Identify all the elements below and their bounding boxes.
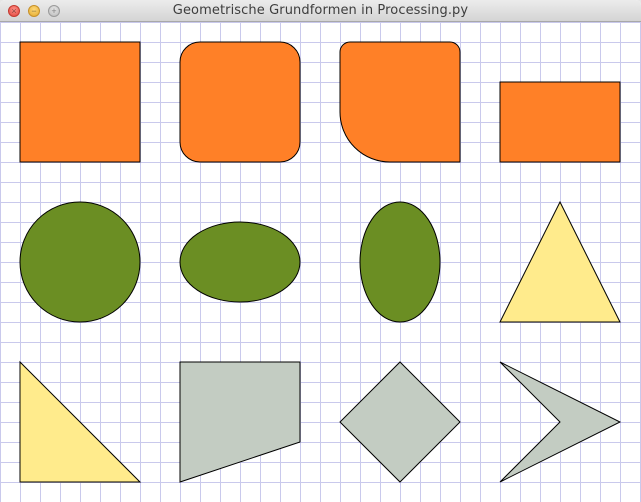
zoom-icon: + (51, 6, 57, 16)
rounded-rectangle-large-corner-shape (339, 41, 461, 163)
zoom-button[interactable]: + (48, 5, 60, 17)
close-icon: × (11, 6, 17, 16)
arrowhead-shape (499, 361, 622, 483)
ellipse-vertical-shape (359, 201, 441, 323)
ellipse-horizontal-shape (179, 221, 301, 303)
title-bar[interactable]: × − + Geometrische Grundformen in Proces… (0, 0, 641, 22)
right-triangle-shape (19, 360, 142, 483)
sketch-canvas (0, 22, 641, 502)
square-shape (19, 41, 141, 163)
triangle-shape (499, 200, 621, 323)
close-button[interactable]: × (8, 5, 20, 17)
window-title: Geometrische Grundformen in Processing.p… (172, 3, 469, 18)
sketch-svg (0, 22, 641, 502)
diamond-shape (339, 361, 461, 483)
rectangle-shape (499, 81, 621, 163)
minimize-button[interactable]: − (28, 5, 40, 17)
minimize-icon: − (31, 6, 37, 16)
quadrilateral-shape (179, 361, 301, 483)
circle-shape (19, 201, 141, 323)
rounded-rectangle-shape (179, 41, 301, 163)
